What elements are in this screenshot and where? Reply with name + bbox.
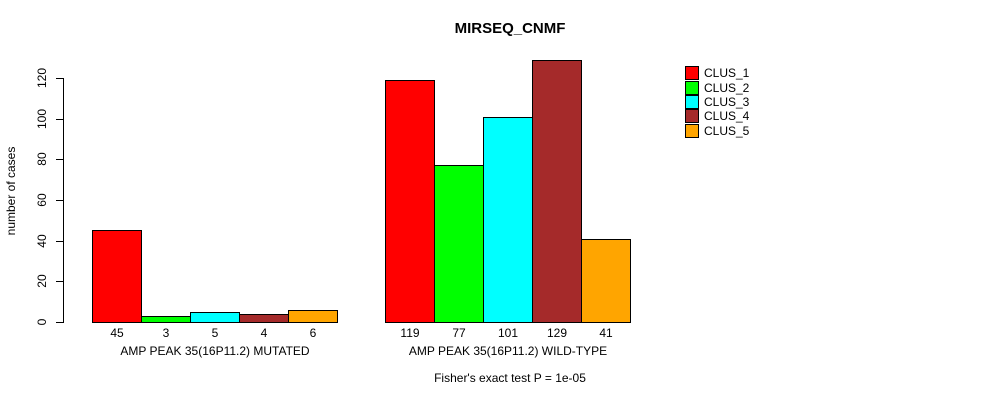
bar-value-label: 77	[452, 326, 466, 340]
legend-label: CLUS_4	[704, 109, 750, 124]
legend-item-clus_5: CLUS_5	[685, 123, 750, 138]
bar-clus_2	[434, 165, 484, 323]
bar-value-label: 5	[211, 326, 219, 340]
y-tick-label: 120	[35, 67, 49, 89]
legend-label: CLUS_3	[704, 94, 750, 109]
bar-clus_3	[190, 312, 240, 323]
legend-item-clus_1: CLUS_1	[685, 66, 750, 81]
chart-title: MIRSEQ_CNMF	[454, 20, 566, 37]
bar-value-label: 45	[110, 326, 124, 340]
fisher-test-label: Fisher's exact test P = 1e-05	[434, 371, 586, 385]
bar-value-label: 101	[497, 326, 519, 340]
bar-value-label: 4	[260, 326, 268, 340]
bar-value-label: 3	[162, 326, 170, 340]
bar-clus_4	[239, 314, 289, 323]
y-tick	[56, 322, 63, 323]
bar-value-label: 6	[309, 326, 317, 340]
bar-clus_5	[288, 310, 338, 323]
bar-clus_1	[92, 230, 142, 323]
group-label-mutated: AMP PEAK 35(16P11.2) MUTATED	[120, 344, 310, 358]
y-axis-line	[63, 78, 64, 323]
legend-swatch	[685, 80, 699, 95]
legend-swatch	[685, 94, 699, 109]
legend-label: CLUS_5	[704, 123, 750, 138]
legend-item-clus_4: CLUS_4	[685, 109, 750, 124]
y-tick-label: 60	[35, 193, 49, 207]
y-tick	[56, 200, 63, 201]
bar-value-label: 41	[599, 326, 613, 340]
legend-swatch	[685, 66, 699, 81]
legend-swatch	[685, 109, 699, 124]
legend-item-clus_2: CLUS_2	[685, 80, 750, 95]
legend-label: CLUS_2	[704, 80, 750, 95]
y-tick	[56, 78, 63, 79]
y-tick	[56, 159, 63, 160]
y-axis-label: number of cases	[4, 146, 18, 236]
legend: CLUS_1 CLUS_2 CLUS_3 CLUS_4 CLUS_5	[685, 66, 749, 138]
y-tick-label: 100	[35, 108, 49, 130]
bar-clus_4	[532, 60, 582, 323]
legend-item-clus_3: CLUS_3	[685, 94, 750, 109]
bar-value-label: 119	[400, 326, 420, 340]
group-label-wild-type: AMP PEAK 35(16P11.2) WILD-TYPE	[408, 344, 608, 358]
bar-clus_1	[385, 80, 435, 323]
legend-label: CLUS_1	[704, 66, 750, 81]
legend-swatch	[685, 123, 699, 138]
bar-clus_5	[581, 239, 631, 323]
y-tick	[56, 281, 63, 282]
bar-clus_2	[141, 316, 191, 323]
y-tick-label: 20	[35, 274, 49, 288]
y-tick-label: 80	[35, 152, 49, 166]
y-tick	[56, 241, 63, 242]
bar-clus_3	[483, 117, 533, 323]
bar-value-label: 129	[546, 326, 568, 340]
y-tick-label: 0	[35, 318, 49, 326]
y-tick	[56, 119, 63, 120]
y-tick-label: 40	[35, 234, 49, 248]
